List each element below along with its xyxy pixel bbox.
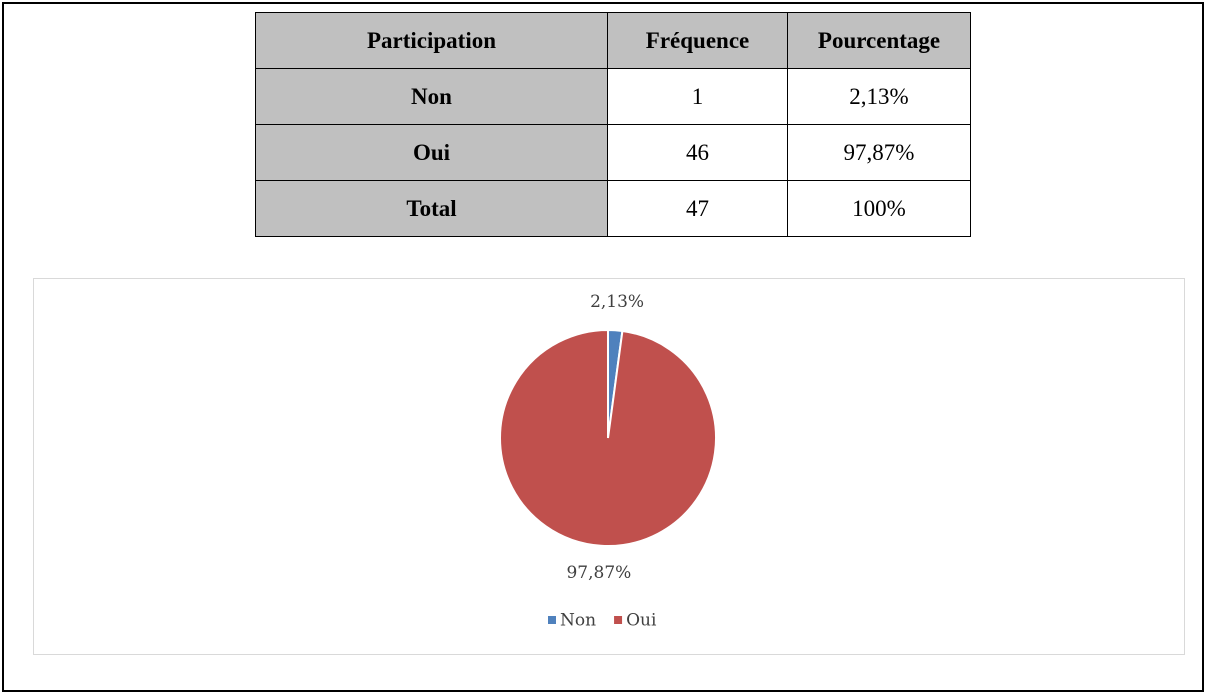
table-cell: 100% [787,180,971,237]
table-cell: 46 [607,124,788,181]
table-row: Non 1 2,13% [255,68,971,125]
data-table: Participation Fréquence Pourcentage Non … [255,12,971,237]
legend-swatch [614,616,623,624]
header-cell: Pourcentage [787,12,971,69]
header-cell: Fréquence [607,12,788,69]
data-label: 97,87% [566,563,631,583]
pie-slice [499,328,717,547]
table-row: Total 47 100% [255,180,971,237]
legend-label: Non [560,611,596,631]
table-row: Oui 46 97,87% [255,124,971,181]
header-row: Participation Fréquence Pourcentage [255,12,971,69]
table-cell: Total [255,180,608,237]
table-cell: 97,87% [787,124,971,181]
table-cell: Oui [255,124,608,181]
table-cell: Non [255,68,608,125]
header-cell: Participation [255,12,608,69]
table-cell: 1 [607,68,788,125]
chart: 2,13% 97,87% Non Oui [499,292,717,631]
legend-swatch [548,616,556,624]
legend-label: Oui [626,611,657,631]
data-label: 2,13% [590,292,644,312]
chart-area: 2,13% 97,87% Non Oui [33,278,1185,655]
table-cell: 47 [607,180,788,237]
table-cell: 2,13% [787,68,971,125]
